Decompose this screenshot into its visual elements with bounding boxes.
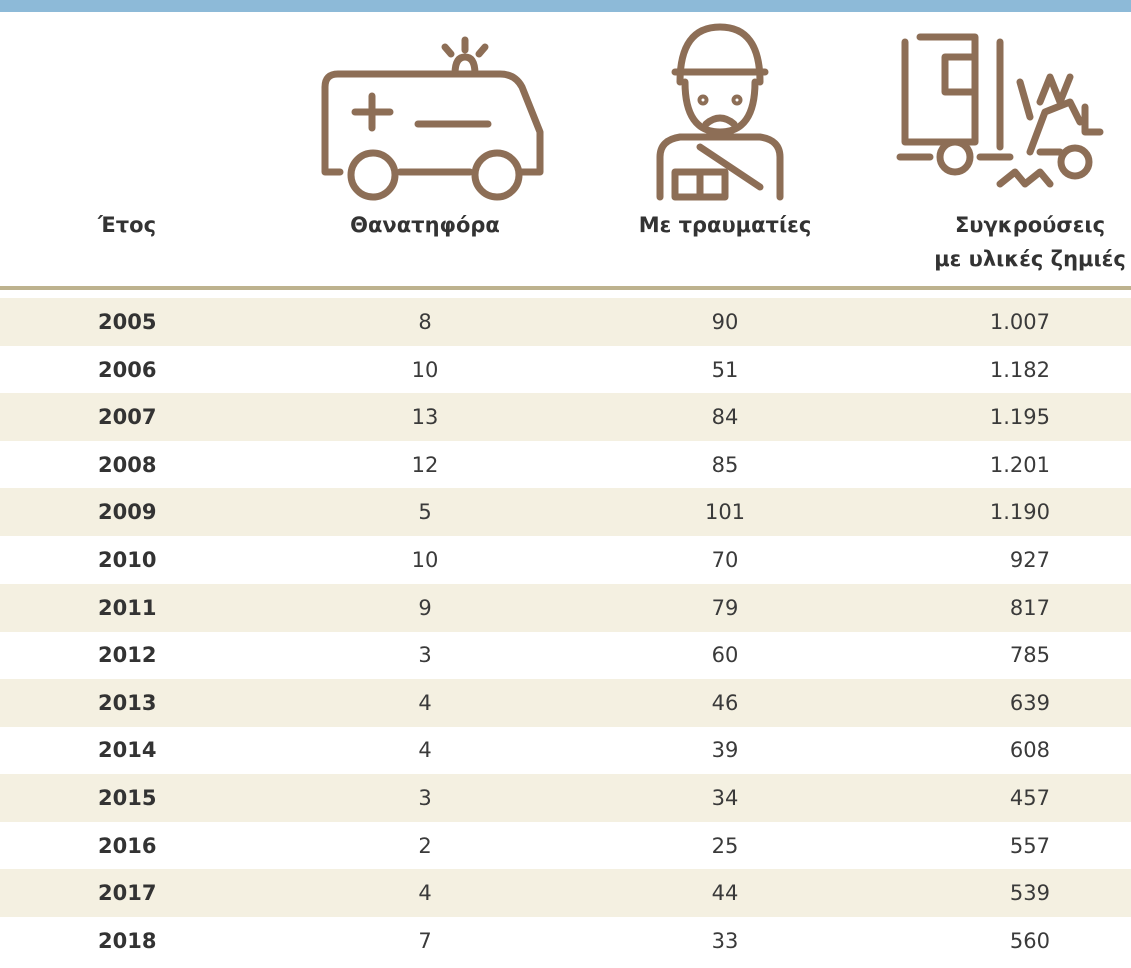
value-cell: 1.201 bbox=[989, 452, 1050, 477]
value-cell: 785 bbox=[1009, 643, 1050, 668]
table-row: 2015 3 34 457 bbox=[0, 774, 1131, 822]
year-cell: 2005 bbox=[98, 310, 157, 334]
value-cell: 34 bbox=[711, 786, 739, 810]
value-cell: 1.182 bbox=[989, 357, 1050, 382]
injured-person-icon bbox=[656, 23, 784, 201]
value-cell: 5 bbox=[418, 500, 432, 525]
header-icons bbox=[321, 23, 1104, 201]
year-cell: 2018 bbox=[98, 928, 157, 953]
value-cell: 85 bbox=[711, 452, 739, 477]
table-row: 2007 13 84 1.195 bbox=[0, 393, 1131, 442]
value-cell: 557 bbox=[1009, 833, 1050, 858]
year-cell: 2014 bbox=[98, 738, 157, 763]
value-cell: 39 bbox=[711, 738, 739, 763]
value-cell: 90 bbox=[711, 310, 739, 334]
value-cell: 46 bbox=[711, 690, 739, 715]
value-cell: 9 bbox=[418, 595, 432, 620]
value-cell: 539 bbox=[1009, 881, 1050, 906]
value-cell: 560 bbox=[1009, 928, 1050, 953]
year-cell: 2007 bbox=[98, 405, 157, 430]
year-cell: 2006 bbox=[98, 357, 157, 382]
table-row: 2006 10 51 1.182 bbox=[0, 346, 1131, 394]
value-cell: 10 bbox=[411, 548, 439, 572]
year-cell: 2010 bbox=[98, 548, 157, 572]
value-cell: 1.190 bbox=[989, 500, 1050, 525]
year-cell: 2012 bbox=[98, 643, 157, 668]
value-cell: 51 bbox=[711, 357, 739, 382]
value-cell: 12 bbox=[411, 452, 439, 477]
column-header: Με τραυματίες bbox=[638, 213, 812, 237]
value-cell: 3 bbox=[418, 786, 432, 810]
year-cell: 2017 bbox=[98, 881, 157, 906]
table-row: 2011 9 79 817 bbox=[0, 583, 1131, 632]
table-row: 2016 2 25 557 bbox=[0, 822, 1131, 870]
top-bar bbox=[0, 0, 1131, 12]
value-cell: 4 bbox=[418, 881, 432, 906]
column-header: Συγκρούσεις με υλικές ζημιές bbox=[934, 213, 1126, 271]
column-header: Θανατηφόρα bbox=[350, 213, 500, 237]
header-rule bbox=[0, 286, 1131, 290]
value-cell: 70 bbox=[711, 548, 739, 572]
value-cell: 639 bbox=[1009, 690, 1050, 715]
year-cell: 2015 bbox=[98, 786, 157, 810]
year-cell: 2013 bbox=[98, 690, 157, 715]
value-cell: 84 bbox=[711, 405, 739, 430]
value-cell: 10 bbox=[411, 357, 439, 382]
value-cell: 44 bbox=[711, 881, 739, 906]
table-row: 2009 5 101 1.190 bbox=[0, 488, 1131, 537]
table-row: 2018 7 33 560 bbox=[0, 917, 1131, 965]
value-cell: 927 bbox=[1009, 548, 1050, 572]
value-cell: 101 bbox=[704, 500, 746, 525]
value-cell: 7 bbox=[418, 928, 432, 953]
value-cell: 1.007 bbox=[989, 310, 1050, 334]
table-row: 2014 4 39 608 bbox=[0, 726, 1131, 774]
year-cell: 2016 bbox=[98, 833, 157, 858]
table-row: 2010 10 70 927 bbox=[0, 536, 1131, 584]
value-cell: 2 bbox=[418, 833, 432, 858]
value-cell: 13 bbox=[411, 405, 439, 430]
value-cell: 25 bbox=[711, 833, 739, 858]
forklift-collision-icon bbox=[896, 33, 1104, 188]
year-cell: 2009 bbox=[98, 500, 157, 525]
ambulance-icon bbox=[321, 36, 544, 201]
value-cell: 8 bbox=[418, 310, 432, 334]
table-row: 2012 3 60 785 bbox=[0, 631, 1131, 679]
value-cell: 817 bbox=[1009, 595, 1050, 620]
value-cell: 1.195 bbox=[989, 405, 1050, 430]
table-row: 2005 8 90 1.007 bbox=[0, 298, 1131, 346]
value-cell: 33 bbox=[711, 928, 739, 953]
table-row: 2013 4 46 639 bbox=[0, 678, 1131, 727]
value-cell: 608 bbox=[1009, 738, 1050, 763]
column-header: Έτος bbox=[98, 213, 157, 237]
value-cell: 457 bbox=[1009, 786, 1050, 810]
table-row: 2008 12 85 1.201 bbox=[0, 441, 1131, 489]
value-cell: 60 bbox=[711, 643, 739, 668]
table-row: 2017 4 44 539 bbox=[0, 869, 1131, 918]
value-cell: 79 bbox=[711, 595, 739, 620]
value-cell: 4 bbox=[418, 738, 432, 763]
year-cell: 2008 bbox=[98, 452, 157, 477]
value-cell: 3 bbox=[418, 643, 432, 668]
year-cell: 2011 bbox=[98, 595, 157, 620]
value-cell: 4 bbox=[418, 690, 432, 715]
